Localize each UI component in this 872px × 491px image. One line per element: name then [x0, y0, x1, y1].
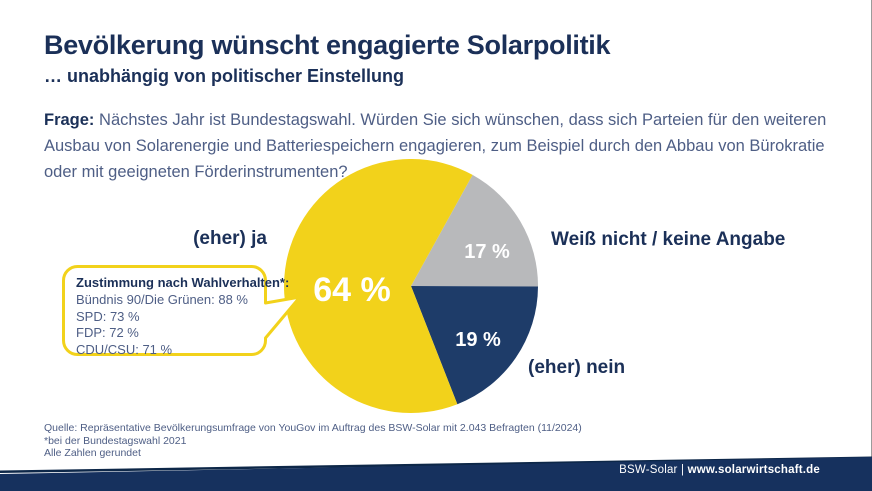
page-title: Bevölkerung wünscht engagierte Solarpoli…	[44, 30, 611, 60]
callout-content: Zustimmung nach Wahlverhalten*: Bündnis …	[62, 265, 290, 357]
question-line: oder mit geeigneten Förderinstrumenten?	[44, 163, 348, 181]
callout-item: CDU/CSU: 71 %	[76, 341, 173, 357]
source-line: Quelle: Repräsentative Bevölkerungsumfra…	[44, 422, 582, 434]
footer-org: BSW-Solar	[619, 464, 678, 476]
callout-bubble-shape	[62, 265, 302, 356]
footer-band-shape	[0, 457, 872, 491]
callout-item: SPD: 73 %	[76, 308, 140, 324]
footer-credit: BSW-Solar | www.solarwirtschaft.de	[619, 464, 820, 476]
footer-url: www.solarwirtschaft.de	[687, 464, 820, 476]
question-text: Frage: Nächstes Jahr ist Bundestagswahl.…	[44, 107, 856, 185]
callout-title: Zustimmung nach Wahlverhalten*:	[76, 275, 290, 290]
footer-accent-stripe	[0, 456, 872, 473]
question-line: Frage: Nächstes Jahr ist Bundestagswahl.…	[44, 111, 827, 129]
pie-chart	[283, 158, 539, 413]
page-subtitle: … unabhängig von politischer Einstellung	[44, 66, 405, 86]
slice-label-nein: (eher) nein	[528, 357, 626, 378]
footer-separator: |	[680, 464, 685, 476]
value-label-nein: 19 %	[455, 329, 501, 351]
footer-band	[0, 456, 872, 491]
question-line: Ausbau von Solarenergie und Batteriespei…	[44, 137, 825, 155]
callout-item: Bündnis 90/Die Grünen: 88 %	[76, 292, 248, 307]
callout-bubble	[62, 265, 302, 356]
question-label: Frage:	[44, 111, 95, 129]
pie-slice-nein	[411, 286, 538, 405]
pie-slice-weiss-nicht	[411, 174, 539, 287]
pie-chart-svg	[283, 158, 539, 413]
slice-label-ja: (eher) ja	[193, 228, 267, 249]
source-note: Quelle: Repräsentative Bevölkerungsumfra…	[44, 422, 582, 460]
pie-slice-ja	[283, 158, 473, 413]
value-label-ja: 64 %	[313, 271, 391, 309]
slice-label-weiss-nicht: Weiß nicht / keine Angabe	[551, 229, 786, 250]
callout-item: FDP: 72 %	[76, 325, 139, 340]
source-line: *bei der Bundestagswahl 2021	[44, 434, 187, 447]
value-label-weiss-nicht: 17 %	[464, 241, 510, 263]
source-line: Alle Zahlen gerundet	[44, 447, 141, 459]
